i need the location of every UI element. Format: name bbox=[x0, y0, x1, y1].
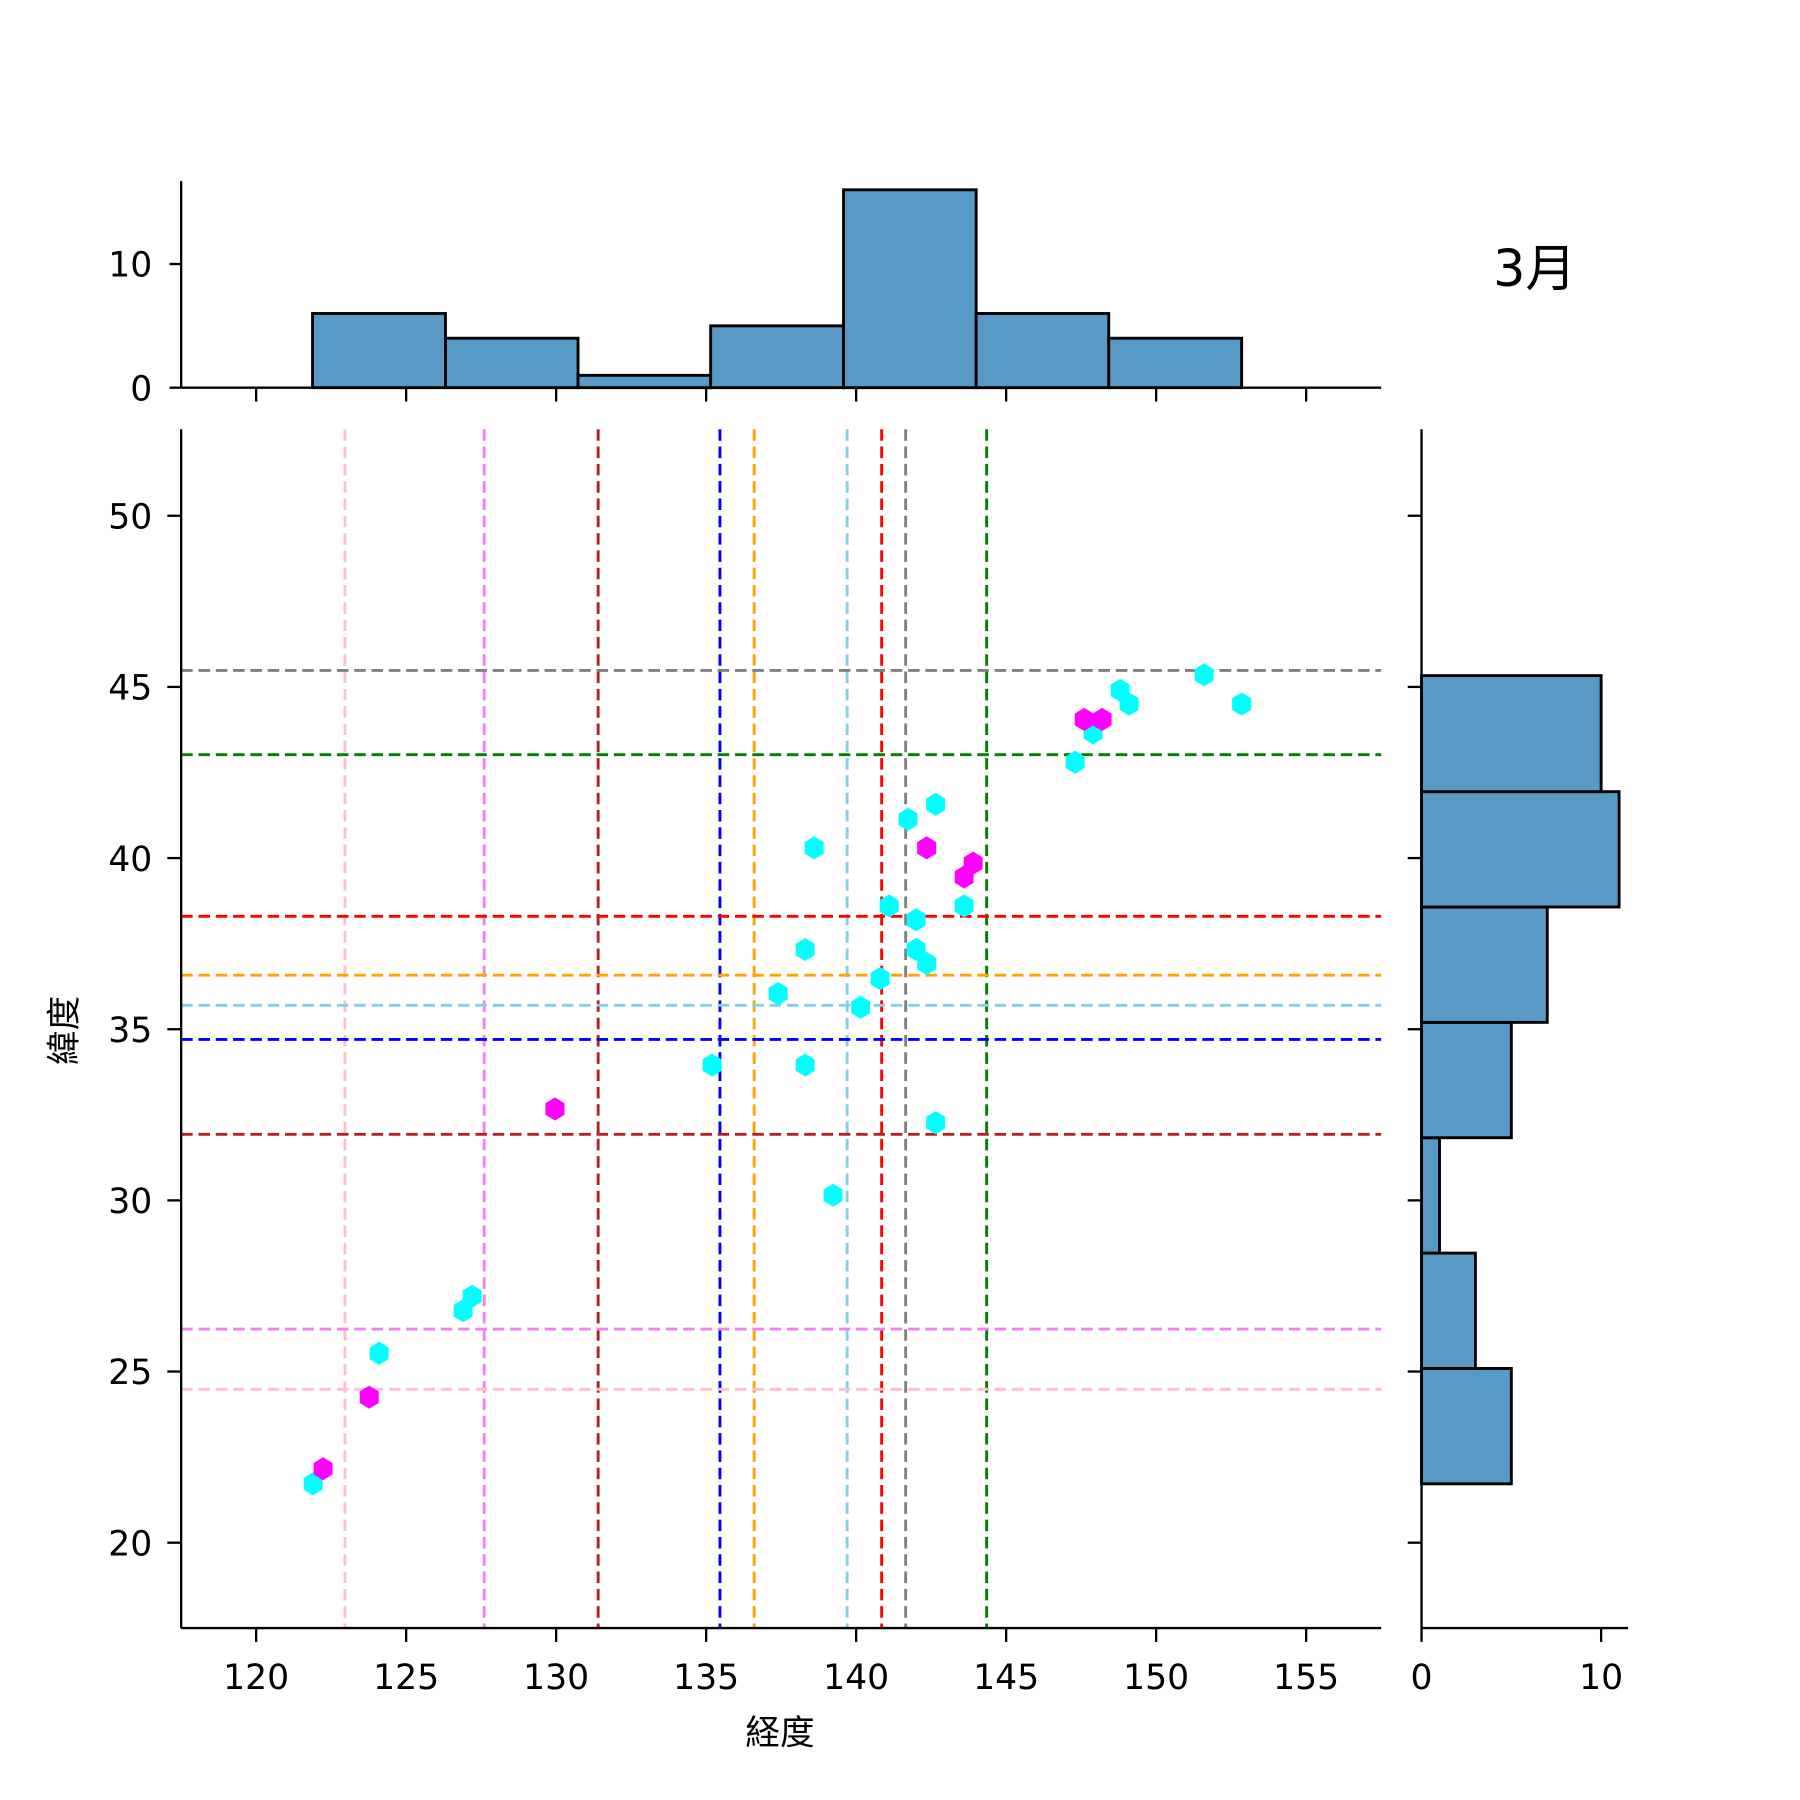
top-hist-bar bbox=[974, 312, 1111, 390]
top-hist-bar bbox=[842, 188, 978, 390]
data-point-magenta bbox=[1092, 707, 1112, 731]
x-tick-label: 125 bbox=[373, 1658, 439, 1698]
x-axis-label: 経度 bbox=[745, 1714, 814, 1754]
y-tick-label: 45 bbox=[108, 669, 152, 709]
top-hist-y-tick-label: 10 bbox=[108, 246, 152, 286]
data-point-magenta bbox=[313, 1457, 333, 1481]
right-hist-bar bbox=[1420, 1136, 1441, 1255]
y-axis-label: 緯度 bbox=[45, 996, 85, 1065]
top-hist-y-tick-label: 0 bbox=[130, 369, 152, 409]
data-point-magenta bbox=[359, 1385, 379, 1409]
data-point-magenta bbox=[1074, 707, 1094, 731]
top-histogram bbox=[311, 188, 1244, 390]
data-point-cyan bbox=[906, 937, 926, 962]
data-point-cyan bbox=[926, 792, 946, 816]
x-tick-label: 120 bbox=[223, 1658, 289, 1698]
data-point-cyan bbox=[768, 982, 788, 1006]
data-point-cyan bbox=[823, 1183, 843, 1207]
right-hist-x-tick-label: 0 bbox=[1411, 1658, 1433, 1698]
data-point-cyan bbox=[870, 967, 890, 991]
data-point-cyan bbox=[1194, 663, 1214, 687]
right-hist-bar bbox=[1420, 790, 1621, 909]
data-point-cyan bbox=[906, 908, 926, 932]
data-point-cyan bbox=[795, 1053, 815, 1077]
top-hist-bar bbox=[1107, 336, 1244, 390]
x-tick-label: 140 bbox=[823, 1658, 889, 1698]
data-point-cyan bbox=[926, 1111, 946, 1135]
right-hist-bar bbox=[1420, 1367, 1513, 1486]
y-tick-label: 20 bbox=[108, 1524, 152, 1564]
data-point-cyan bbox=[851, 995, 871, 1019]
y-tick-label: 50 bbox=[108, 497, 152, 537]
top-hist-bar bbox=[444, 336, 580, 390]
data-point-cyan bbox=[1119, 692, 1139, 716]
right-hist-bar bbox=[1420, 1020, 1513, 1140]
data-point-cyan bbox=[1065, 750, 1085, 774]
data-point-cyan bbox=[795, 937, 815, 962]
data-point-cyan bbox=[954, 894, 974, 918]
data-point-magenta bbox=[954, 865, 974, 889]
data-point-cyan bbox=[303, 1472, 323, 1496]
x-tick-label: 145 bbox=[973, 1658, 1039, 1698]
x-tick-label: 130 bbox=[523, 1658, 589, 1698]
data-point-cyan bbox=[917, 951, 937, 975]
x-tick-label: 135 bbox=[673, 1658, 739, 1698]
reference-lines bbox=[181, 429, 1382, 1629]
chart-title: 3月 bbox=[1493, 239, 1576, 298]
y-tick-label: 30 bbox=[108, 1182, 152, 1222]
top-hist-bar bbox=[576, 373, 713, 390]
data-point-cyan bbox=[879, 894, 899, 918]
right-hist-bar bbox=[1420, 905, 1549, 1024]
scatter-points bbox=[303, 663, 1252, 1496]
data-point-magenta bbox=[545, 1097, 565, 1121]
data-point-cyan bbox=[898, 807, 918, 831]
data-point-magenta bbox=[917, 836, 937, 860]
x-tick-label: 155 bbox=[1273, 1658, 1339, 1698]
y-tick-label: 35 bbox=[108, 1011, 152, 1051]
right-histogram bbox=[1420, 674, 1621, 1486]
data-point-cyan bbox=[453, 1299, 473, 1323]
data-point-cyan bbox=[369, 1341, 389, 1365]
y-tick-label: 25 bbox=[108, 1353, 152, 1393]
right-hist-bar bbox=[1420, 1251, 1477, 1370]
right-hist-x-tick-label: 10 bbox=[1579, 1658, 1623, 1698]
x-tick-label: 150 bbox=[1123, 1658, 1189, 1698]
axes: 0 10 0 10 120 125 130 135 140 145 150 155 20 25 30 35 40… bbox=[108, 181, 1629, 1698]
right-hist-bar bbox=[1420, 674, 1603, 794]
data-point-cyan bbox=[702, 1053, 722, 1077]
top-hist-bar bbox=[709, 324, 845, 390]
data-point-cyan bbox=[804, 836, 824, 860]
top-hist-bar bbox=[311, 312, 447, 390]
data-point-cyan bbox=[1232, 692, 1252, 716]
y-tick-label: 40 bbox=[108, 840, 152, 880]
